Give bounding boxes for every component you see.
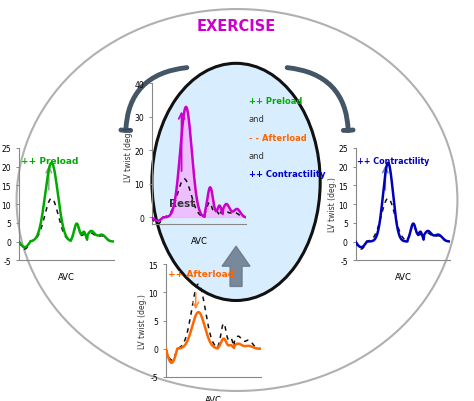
Text: AVC: AVC [58,272,75,282]
Text: ++ Contractility: ++ Contractility [357,156,430,165]
Text: AVC: AVC [394,272,411,282]
Y-axis label: LV twist (deg.): LV twist (deg.) [328,177,337,232]
Text: ++ Afterload: ++ Afterload [168,269,234,278]
Text: ++ Preload: ++ Preload [249,97,302,105]
Text: AVC: AVC [191,236,208,245]
Text: and: and [249,152,264,160]
Text: ++ Preload: ++ Preload [21,156,78,165]
Y-axis label: LV twist (deg.): LV twist (deg.) [138,294,147,348]
Text: AVC: AVC [205,395,222,401]
Text: EXERCISE: EXERCISE [196,18,276,34]
Text: and: and [249,115,264,124]
Text: Rest: Rest [169,198,195,208]
Ellipse shape [152,64,320,301]
FancyArrow shape [222,247,250,287]
Text: - - Afterload: - - Afterload [249,133,307,142]
Text: ++ Contractility: ++ Contractility [249,170,325,179]
Y-axis label: LV twist (deg.): LV twist (deg.) [124,127,133,182]
